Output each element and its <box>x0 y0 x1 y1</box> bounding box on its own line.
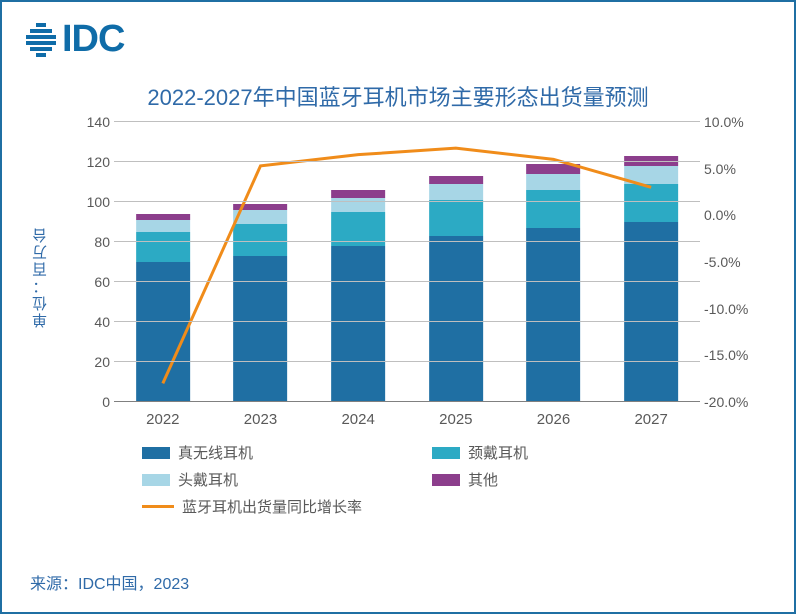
y-left-tick: 20 <box>64 354 110 370</box>
legend-item: 真无线耳机 <box>142 442 432 463</box>
bar-segment <box>331 190 385 198</box>
bar-segment <box>234 224 288 256</box>
legend-line-swatch <box>142 505 174 508</box>
bar-segment <box>136 262 190 402</box>
y-right-tick: -15.0% <box>704 347 762 363</box>
y-left-tick: 140 <box>64 114 110 130</box>
legend-swatch <box>142 474 170 486</box>
x-tick-label: 2025 <box>407 411 505 428</box>
bar-segment <box>136 232 190 262</box>
bar-segment <box>527 228 581 402</box>
y-right-tick: -20.0% <box>704 394 762 410</box>
bar-column <box>331 190 385 402</box>
legend-item: 蓝牙耳机出货量同比增长率 <box>142 496 432 517</box>
idc-logo-text: IDC <box>62 20 124 58</box>
y-axis-label: 单位：百万台 <box>30 226 51 328</box>
x-tick-label: 2024 <box>309 411 407 428</box>
y-right-tick: 10.0% <box>704 114 762 130</box>
y-right-tick: -5.0% <box>704 254 762 270</box>
bar-segment <box>527 174 581 190</box>
y-right-tick: 5.0% <box>704 161 762 177</box>
y-right-tick: 0.0% <box>704 207 762 223</box>
chart-area: 单位：百万台 202220232024202520262027 02040608… <box>60 122 764 432</box>
legend-label: 蓝牙耳机出货量同比增长率 <box>182 496 362 517</box>
bar-column <box>624 156 678 402</box>
x-tick-label: 2027 <box>602 411 700 428</box>
legend-swatch <box>432 474 460 486</box>
bar-segment <box>429 200 483 236</box>
y-left-tick: 120 <box>64 154 110 170</box>
bar-segment <box>429 236 483 402</box>
x-tick-label: 2026 <box>505 411 603 428</box>
y-left-tick: 80 <box>64 234 110 250</box>
bar-segment <box>624 222 678 402</box>
legend-item: 其他 <box>432 469 722 490</box>
bar-segment <box>429 184 483 200</box>
source-text: 来源：IDC中国，2023 <box>30 570 189 594</box>
bar-segment <box>429 176 483 184</box>
legend-label: 颈戴耳机 <box>468 442 528 463</box>
bar-segment <box>331 246 385 402</box>
idc-logo: IDC <box>24 20 124 58</box>
bar-segment <box>624 166 678 184</box>
legend-item: 颈戴耳机 <box>432 442 722 463</box>
chart-frame: IDC 2022-2027年中国蓝牙耳机市场主要形态出货量预测 单位：百万台 2… <box>0 0 796 614</box>
legend-label: 真无线耳机 <box>178 442 253 463</box>
bar-segment <box>136 220 190 232</box>
legend-label: 其他 <box>468 469 498 490</box>
bar-segment <box>527 164 581 174</box>
idc-logo-glyph <box>24 22 58 56</box>
x-tick-label: 2022 <box>114 411 212 428</box>
legend-item: 头戴耳机 <box>142 469 432 490</box>
legend: 真无线耳机 颈戴耳机头戴耳机 其他蓝牙耳机出货量同比增长率 <box>142 442 734 523</box>
y-left-tick: 100 <box>64 194 110 210</box>
y-left-tick: 40 <box>64 314 110 330</box>
chart-title: 2022-2027年中国蓝牙耳机市场主要形态出货量预测 <box>2 80 794 112</box>
x-tick-label: 2023 <box>212 411 310 428</box>
y-left-tick: 0 <box>64 394 110 410</box>
bar-column <box>136 214 190 402</box>
bar-segment <box>234 210 288 224</box>
plot-area: 202220232024202520262027 <box>114 122 700 402</box>
legend-swatch <box>432 447 460 459</box>
legend-label: 头戴耳机 <box>178 469 238 490</box>
y-left-tick: 60 <box>64 274 110 290</box>
legend-swatch <box>142 447 170 459</box>
y-right-tick: -10.0% <box>704 301 762 317</box>
bar-column <box>429 176 483 402</box>
bar-segment <box>527 190 581 228</box>
bar-segment <box>234 256 288 402</box>
bar-column <box>234 204 288 402</box>
bar-segment <box>624 184 678 222</box>
bar-column <box>527 164 581 402</box>
